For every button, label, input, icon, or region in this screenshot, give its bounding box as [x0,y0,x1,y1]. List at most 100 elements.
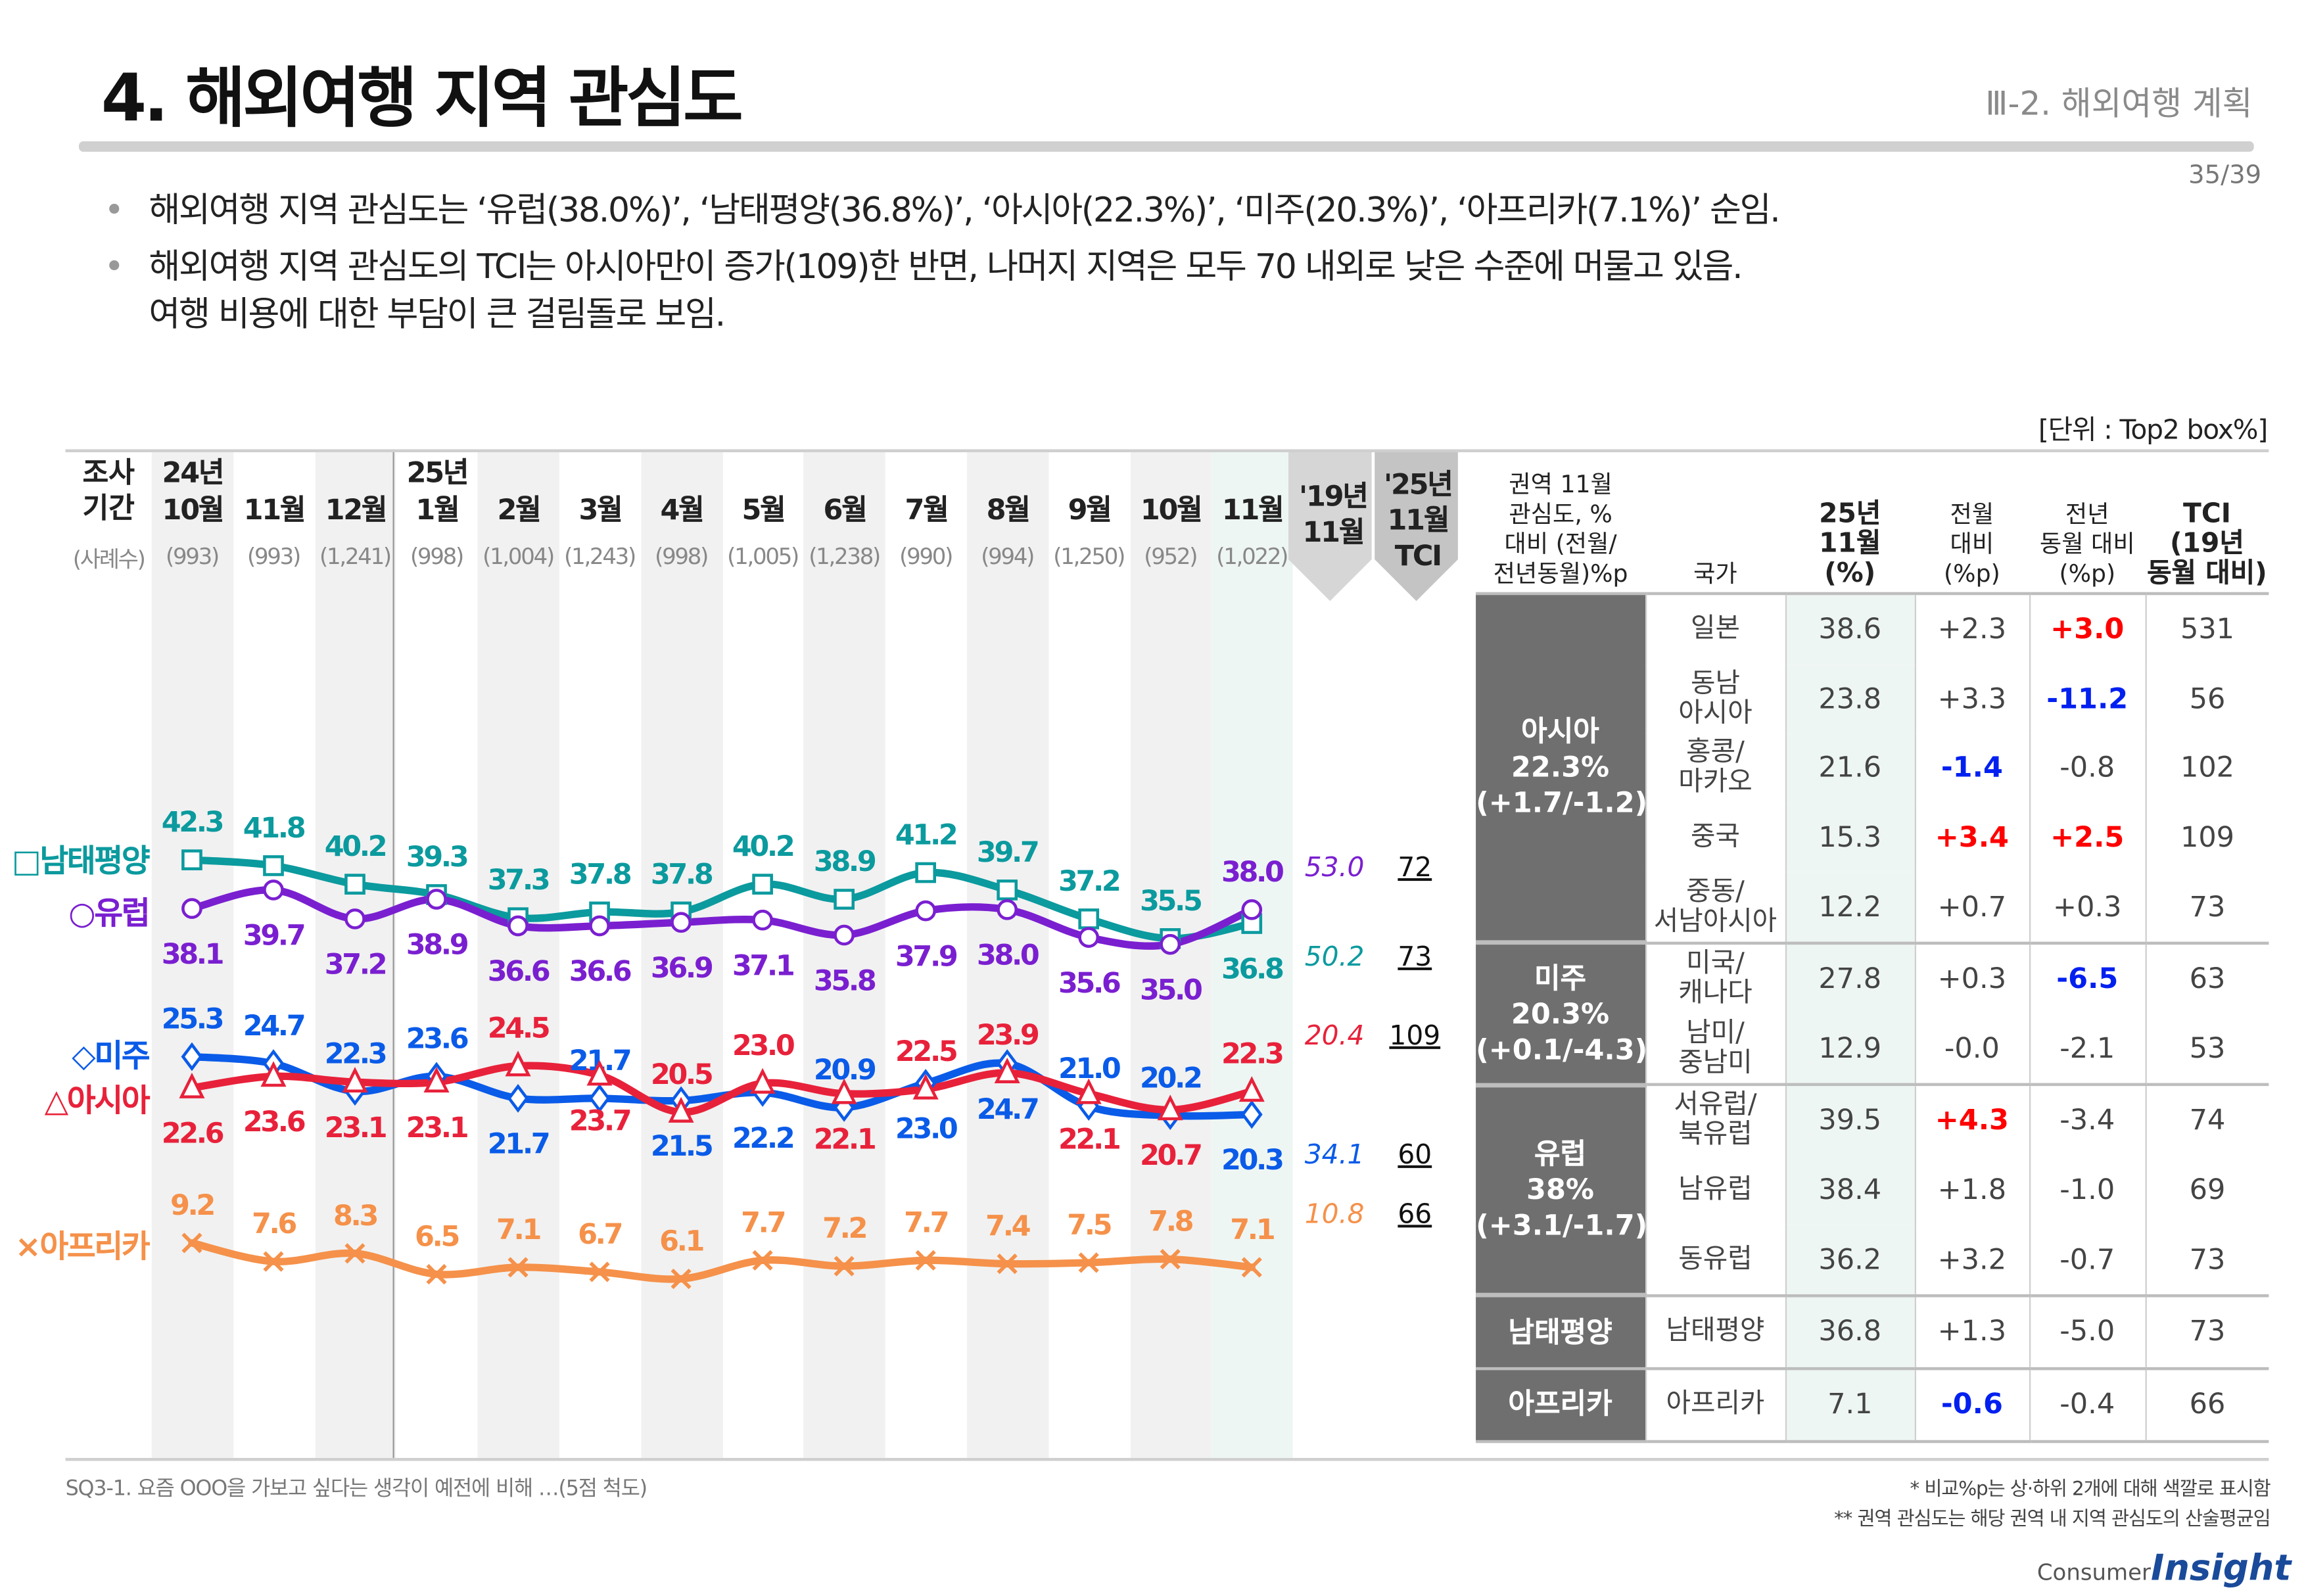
data-point-square [752,874,773,895]
data-label: 38.9 [814,845,876,878]
value-2019: 34.1 [1305,1138,1365,1170]
data-label: 39.7 [977,836,1038,869]
data-point-circle [426,889,447,910]
month-label: 12월 [325,494,388,527]
table-row: 중국 15.3 +3.4 +2.5 109 [1476,803,2269,873]
region-cell: 유럽 38% (+3.1/-1.7) [1476,1085,1647,1298]
cell-mom: -0.6 [1914,1369,2030,1443]
data-label: 20.3 [1221,1144,1282,1177]
value-2019: 53.0 [1305,851,1365,883]
tci-value: 66 [1398,1198,1432,1229]
data-point-square [834,889,855,910]
table-row: 남미/ 중남미 12.9 -0.0 -2.1 53 [1476,1014,2269,1087]
section-label: Ⅲ-2. 해외여행 계획 [1985,86,2253,124]
data-label: 37.8 [569,858,631,891]
data-label: 38.9 [406,929,468,962]
title-divider [78,141,2254,152]
data-label: 23.6 [243,1106,305,1138]
cell-cur: 7.1 [1784,1369,1915,1443]
cell-mom: +2.3 [1914,594,2030,665]
cell-mom: +3.2 [1914,1225,2030,1298]
cell-country: 중국 [1644,803,1785,873]
data-point-square [263,855,284,876]
data-point-triangle [586,1060,613,1086]
page-number: 35/39 [2188,160,2262,191]
data-point-triangle [342,1067,368,1093]
data-point-triangle [260,1061,287,1087]
month-label: 11월 [1221,494,1284,527]
banner-tci [1375,452,1458,601]
cell-yoy: -2.1 [2028,1014,2146,1087]
data-point-x [507,1257,529,1278]
data-label: 21.0 [1058,1052,1120,1085]
data-label: 37.3 [488,864,549,897]
month-label: 1월 [415,494,459,527]
data-label: 22.1 [814,1123,875,1156]
table-row: 남태평양 남태평양 36.8 +1.3 -5.0 73 [1476,1296,2269,1371]
bullet-2: • 해외여행 지역 관심도의 TCI는 아시아만이 증가(109)한 반면, 나머… [104,248,1743,287]
data-label: 36.6 [488,955,550,988]
cell-cur: 38.6 [1784,594,1915,665]
data-label: 38.1 [162,938,223,971]
tci-value: 73 [1398,941,1432,972]
data-point-circle [344,908,365,929]
data-label: 7.5 [1067,1209,1110,1242]
tci-header: '25년 11월 TCI [1384,468,1453,573]
data-label: 8.3 [333,1200,377,1232]
cell-tci: 102 [2144,734,2269,803]
unit-label: [단위 : Top2 box%] [2038,415,2268,446]
data-label: 40.2 [732,830,793,863]
cell-yoy: -6.5 [2028,943,2146,1014]
cell-cur: 12.2 [1784,872,1915,945]
cell-country: 홍콩/ 마카오 [1644,734,1785,803]
data-label: 23.0 [895,1113,957,1146]
cell-yoy: +2.5 [2028,803,2146,873]
data-label: 36.9 [651,952,713,985]
cell-tci: 109 [2144,803,2269,873]
data-label: 24.7 [977,1093,1038,1126]
table-row: 아시아 22.3% (+1.7/-1.2) 일본 38.6 +2.3 +3.0 531 [1476,594,2269,946]
banner-2019 [1288,452,1372,601]
cell-tci: 73 [2144,872,2269,945]
data-label: 6.5 [415,1220,458,1253]
data-point-circle [1078,927,1100,948]
data-point-x [1078,1252,1099,1273]
data-label: 25.3 [162,1002,223,1035]
data-label: 21.5 [651,1130,712,1163]
data-label: 35.5 [1140,885,1201,918]
cell-yoy: +3.0 [2028,594,2146,665]
data-label: 41.2 [895,818,956,851]
data-label: 22.1 [1058,1123,1119,1156]
data-label: 7.1 [1230,1213,1273,1246]
cell-cur: 12.9 [1784,1014,1915,1087]
cell-mom: +1.3 [1914,1296,2030,1371]
cell-tci: 73 [2144,1225,2269,1298]
month-label: 10월 [162,494,225,527]
cell-cur: 38.4 [1784,1155,1915,1225]
region-cell: 아시아 22.3% (+1.7/-1.2) [1476,594,1647,946]
month-label: 4월 [660,494,705,527]
data-point-square [181,849,202,870]
bullet-1: • 해외여행 지역 관심도는 ‘유럽(38.0%)’, ‘남태평양(36.8%)’… [104,191,1780,231]
data-label: 23.6 [406,1022,468,1055]
data-label: 23.1 [325,1112,386,1144]
data-label: 22.6 [162,1117,224,1150]
data-label: 23.0 [732,1029,794,1062]
sample-size: (1,250) [1053,543,1125,570]
cell-country: 남유럽 [1644,1155,1785,1225]
data-label: 20.5 [651,1058,712,1091]
month-column [640,452,722,1458]
data-label: 23.7 [569,1104,630,1137]
logo-text-b: Insight [2150,1547,2292,1589]
year-divider [392,452,394,1458]
data-label: 7.7 [741,1206,784,1239]
cell-country: 중동/ 서남아시아 [1644,872,1785,945]
data-label: 7.4 [985,1210,1029,1243]
cell-tci: 66 [2144,1369,2269,1443]
legend-triangle: △아시아 [44,1083,151,1119]
month-label: 9월 [1068,494,1112,527]
data-label: 22.3 [1221,1037,1282,1070]
legend-x: ×아프리카 [14,1229,151,1265]
region-table: 권역 11월 관심도, % 대비 (전월/ 전년동월)%p 국가 25년 11월 (… [1476,452,2269,1443]
data-point-triangle [423,1067,450,1093]
